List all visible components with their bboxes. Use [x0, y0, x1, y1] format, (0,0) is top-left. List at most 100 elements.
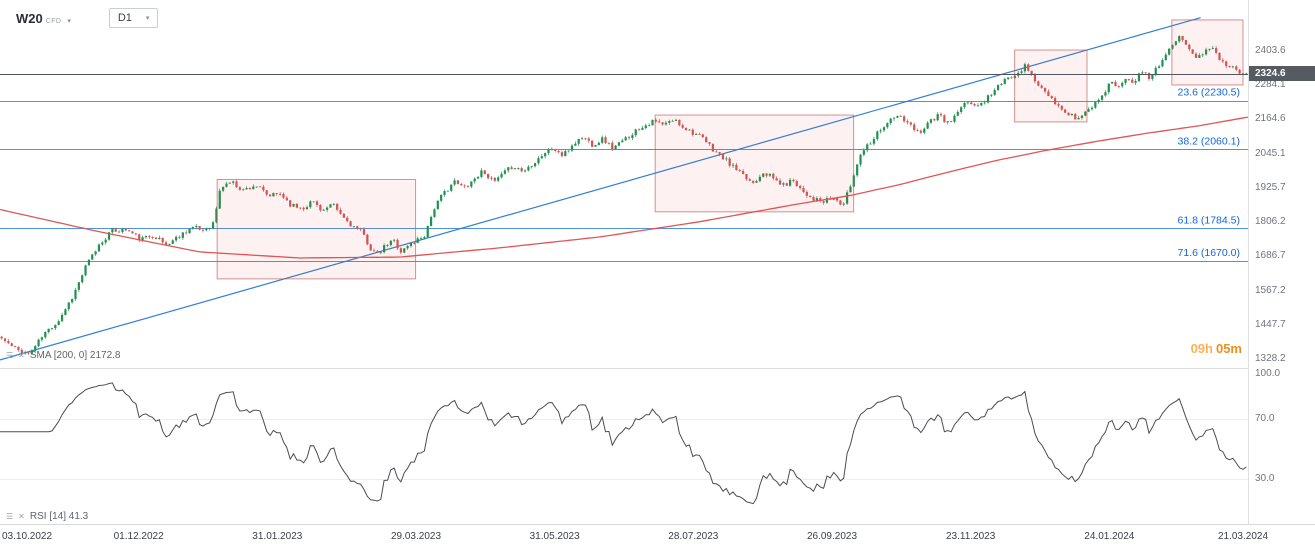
candle-body — [285, 197, 288, 201]
candle-body — [372, 250, 376, 252]
candle-body — [178, 236, 181, 238]
candle-body — [976, 105, 980, 107]
legend-close-icon[interactable]: ✕ — [18, 351, 25, 360]
candle-body — [1174, 41, 1177, 45]
candle-body — [111, 228, 114, 233]
candle-body — [1228, 66, 1231, 68]
legend-close-icon[interactable]: ✕ — [18, 512, 25, 521]
candle-body — [819, 198, 822, 202]
candle-body — [788, 179, 792, 186]
candle-body — [1194, 53, 1198, 58]
candle-body — [735, 164, 738, 171]
candle-body — [986, 95, 990, 103]
candle-body — [359, 228, 362, 230]
candle-body — [426, 225, 429, 238]
candle-body — [433, 209, 436, 217]
candle-body — [1134, 81, 1137, 83]
candle-body — [741, 171, 745, 174]
highlight-box — [216, 178, 417, 280]
candle-body — [268, 194, 272, 197]
candle-body — [175, 236, 178, 241]
candle-body — [211, 222, 215, 229]
candle-body — [369, 244, 372, 251]
candle-body — [262, 186, 265, 191]
candle-body — [946, 121, 949, 123]
candle-body — [309, 201, 312, 208]
candle-body — [1211, 48, 1214, 49]
candle-body — [329, 204, 332, 208]
chart-svg[interactable]: 23.6 (2230.5) 38.2 (2060.1) 61.8 (1784.5) 7… — [0, 0, 1248, 524]
candle-body — [1151, 74, 1154, 79]
candle-body — [1198, 55, 1201, 58]
candle-body — [802, 187, 805, 193]
candle-body — [272, 192, 275, 197]
candle-body — [772, 173, 775, 179]
candle-body — [1181, 35, 1184, 41]
candle-body — [540, 156, 543, 159]
candle-body — [352, 226, 356, 228]
candle-body — [10, 343, 13, 347]
candle-body — [795, 181, 798, 187]
legend-menu-icon[interactable]: ☰ — [6, 512, 14, 521]
candle-body — [1027, 64, 1030, 71]
candle-body — [674, 119, 678, 121]
candle-body — [376, 251, 379, 253]
candle-body — [362, 229, 366, 235]
candle-body — [409, 243, 413, 247]
candle-body — [252, 186, 255, 190]
candle-body — [1154, 67, 1157, 75]
x-axis-date: 28.07.2023 — [668, 531, 719, 542]
candle-body — [785, 183, 788, 186]
candle-body — [708, 142, 711, 144]
candle-body — [282, 193, 285, 198]
sma-line — [0, 116, 1248, 259]
candle-body — [745, 173, 748, 180]
price-tick: 1925.7 — [1255, 181, 1286, 193]
candle-body — [161, 237, 164, 243]
candle-body — [752, 180, 755, 183]
candle-body — [141, 237, 144, 241]
candle-body — [1087, 109, 1090, 112]
candle-body — [181, 232, 184, 238]
legend-menu-icon[interactable]: ☰ — [6, 351, 14, 360]
candle-body — [416, 238, 419, 244]
chart-canvas[interactable]: 23.6 (2230.5) 38.2 (2060.1) 61.8 (1784.5) 7… — [0, 0, 1248, 524]
timeframe-selector[interactable]: D1 ▾ — [108, 8, 159, 28]
pane-divider[interactable] — [0, 368, 1315, 369]
symbol-type-badge: CFD — [45, 17, 62, 25]
candle-body — [74, 289, 77, 299]
symbol-selector[interactable]: W20 CFD ▾ — [16, 11, 71, 26]
candle-body — [3, 338, 7, 341]
time-axis[interactable]: 03.10.2022 01.12.2022 31.01.2023 29.03.2023… — [0, 524, 1315, 555]
candle-body — [470, 181, 473, 187]
price-tick: 1686.7 — [1255, 250, 1286, 262]
candle-body — [319, 204, 322, 211]
candle-body — [295, 203, 299, 208]
candle-body — [164, 242, 168, 245]
candle-body — [44, 332, 47, 338]
candle-body — [436, 200, 439, 210]
fib-level-label: 61.8 (1784.5) — [1178, 214, 1240, 226]
candle-body — [221, 186, 225, 191]
price-axis[interactable]: 2403.6 2284.1 2164.6 2045.1 1925.7 1806.2 1686… — [1248, 0, 1315, 524]
candle-body — [1020, 71, 1023, 73]
candle-body — [1238, 69, 1241, 74]
x-axis-date: 26.09.2023 — [806, 531, 858, 542]
candle-body — [866, 144, 869, 151]
candle-body — [40, 337, 44, 340]
candle-body — [775, 178, 778, 181]
candle-body — [601, 137, 604, 143]
candle-body — [909, 122, 912, 125]
candle-body — [876, 131, 879, 140]
candle-body — [1171, 44, 1174, 49]
candle-body — [825, 198, 829, 203]
candle-body — [688, 129, 691, 131]
candle-body — [242, 189, 245, 191]
candle-body — [107, 232, 111, 240]
candle-body — [678, 119, 681, 126]
candle-body — [1037, 81, 1040, 86]
candle-body — [617, 142, 621, 146]
candle-body — [238, 187, 241, 190]
candle-body — [1077, 117, 1080, 120]
